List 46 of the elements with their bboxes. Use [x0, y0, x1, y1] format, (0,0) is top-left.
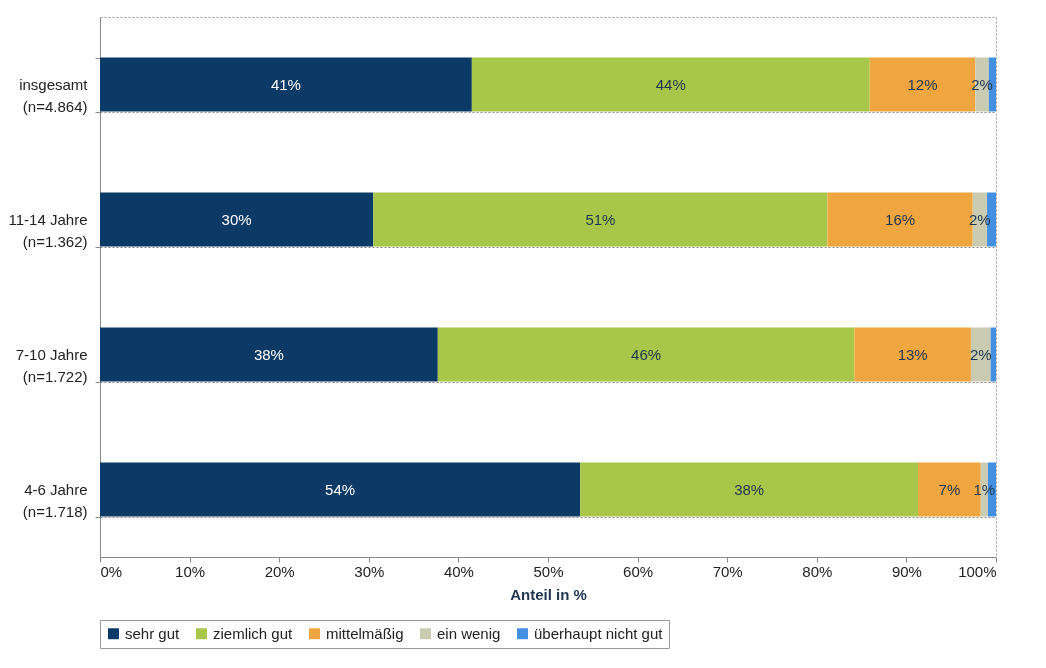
data-label: 30%	[221, 210, 252, 228]
data-label: 13%	[897, 345, 928, 363]
bar	[970, 327, 991, 382]
data-label: 7%	[938, 480, 961, 498]
bar	[437, 327, 855, 382]
bar	[471, 57, 870, 112]
x-tick-label: 0%	[100, 562, 123, 580]
data-label: 1%	[973, 480, 996, 498]
bar	[990, 327, 996, 382]
bar	[100, 192, 374, 247]
y-tick-label: 7-10 Jahre (n=1.722)	[15, 346, 88, 385]
data-label: 41%	[270, 75, 301, 93]
x-tick-label: 10%	[175, 562, 206, 580]
data-label: 38%	[734, 480, 765, 498]
data-label: 12%	[907, 75, 938, 93]
bar	[580, 462, 919, 517]
legend-label: ein wenig	[437, 624, 501, 642]
bar	[100, 462, 581, 517]
data-label: 54%	[325, 480, 356, 498]
x-tick-label: 60%	[623, 562, 654, 580]
data-label: 16%	[885, 210, 916, 228]
x-tick-label: 80%	[802, 562, 833, 580]
x-tick-label: 100%	[958, 562, 997, 580]
data-label: 51%	[585, 210, 616, 228]
x-tick-label: 90%	[891, 562, 922, 580]
data-label: 46%	[631, 345, 662, 363]
x-tick-label: 20%	[264, 562, 295, 580]
data-label: 2%	[969, 345, 992, 363]
y-tick-label: 4-6 Jahre (n=1.718)	[22, 481, 88, 520]
legend-label: überhaupt nicht gut	[534, 624, 664, 642]
y-tick-label: insgesamt (n=4.864)	[19, 76, 89, 115]
data-label: 38%	[253, 345, 284, 363]
legend-label: mittelmäßig	[326, 624, 404, 642]
bar	[373, 192, 828, 247]
x-tick-label: 30%	[354, 562, 385, 580]
bar	[854, 327, 971, 382]
data-label: 44%	[655, 75, 686, 93]
x-tick-label: 50%	[533, 562, 564, 580]
y-tick-label: 11-14 Jahre (n=1.362)	[8, 211, 88, 250]
x-tick-label: 40%	[443, 562, 474, 580]
x-tick-label: 70%	[712, 562, 743, 580]
bar	[100, 327, 438, 382]
legend-label: sehr gut	[125, 624, 181, 642]
bar	[100, 57, 472, 112]
legend-label: ziemlich gut	[213, 624, 294, 642]
x-axis-title: Anteil in %	[510, 585, 587, 603]
